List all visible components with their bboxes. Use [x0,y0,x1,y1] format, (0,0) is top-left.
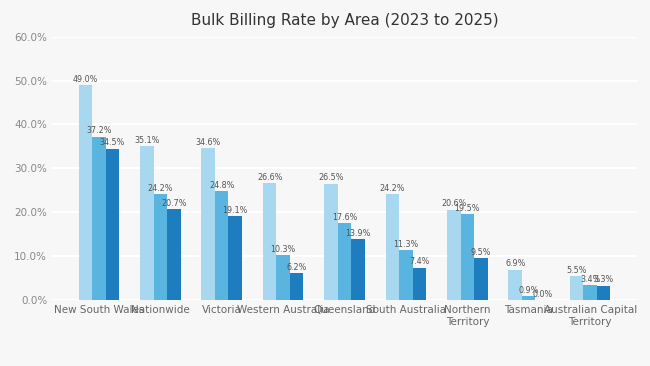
Bar [413,268,426,300]
Text: 24.2%: 24.2% [380,183,405,193]
Text: 26.5%: 26.5% [318,173,344,182]
Bar [570,276,584,300]
Bar [584,285,597,300]
Text: 10.3%: 10.3% [270,244,296,254]
Text: 26.6%: 26.6% [257,173,282,182]
Bar [385,194,399,300]
Bar [399,250,413,300]
Bar [290,273,304,300]
Bar [522,296,536,300]
Text: 37.2%: 37.2% [86,126,112,135]
Text: 34.6%: 34.6% [196,138,221,147]
Text: 0.9%: 0.9% [519,286,539,295]
Bar [140,146,153,300]
Text: 17.6%: 17.6% [332,213,358,221]
Bar [351,239,365,300]
Bar [79,85,92,300]
Text: 24.2%: 24.2% [148,183,173,193]
Text: 20.7%: 20.7% [161,199,187,208]
Bar [461,214,474,300]
Text: 49.0%: 49.0% [73,75,98,83]
Text: 35.1%: 35.1% [134,136,159,145]
Text: 3.3%: 3.3% [593,275,614,284]
Text: 19.5%: 19.5% [454,204,480,213]
Title: Bulk Billing Rate by Area (2023 to 2025): Bulk Billing Rate by Area (2023 to 2025) [190,14,499,29]
Bar [202,148,215,300]
Bar [338,223,351,300]
Bar [474,258,488,300]
Bar [228,216,242,300]
Text: 3.4%: 3.4% [580,275,600,284]
Text: 13.9%: 13.9% [345,229,370,238]
Bar [215,191,228,300]
Bar [153,194,167,300]
Text: 9.5%: 9.5% [471,248,491,257]
Bar [263,183,276,300]
Bar [508,270,522,300]
Text: 6.9%: 6.9% [505,259,525,269]
Bar [597,285,610,300]
Text: 7.4%: 7.4% [410,257,430,266]
Text: 0.0%: 0.0% [532,290,552,299]
Text: 6.2%: 6.2% [287,262,307,272]
Bar [92,137,105,300]
Text: 5.5%: 5.5% [566,266,587,274]
Text: 19.1%: 19.1% [222,206,248,215]
Text: 34.5%: 34.5% [99,138,125,147]
Bar [167,209,181,300]
Text: 20.6%: 20.6% [441,199,467,208]
Bar [447,210,461,300]
Bar [324,184,338,300]
Bar [276,255,290,300]
Bar [105,149,119,300]
Text: 11.3%: 11.3% [393,240,419,249]
Text: 24.8%: 24.8% [209,181,235,190]
